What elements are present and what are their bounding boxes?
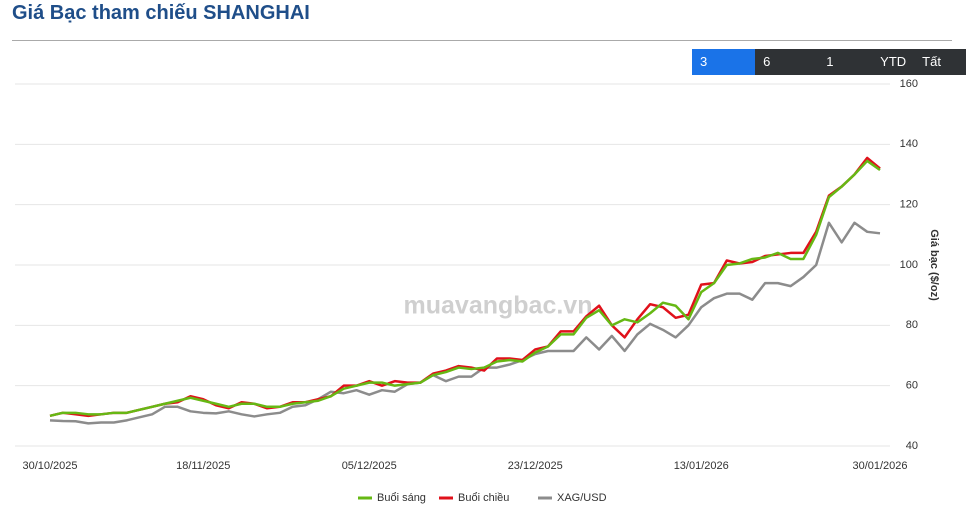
x-tick-label: 05/12/2025 [342, 460, 397, 472]
range-button[interactable]: 1 Năm [818, 49, 873, 95]
x-tick-label: 30/01/2026 [852, 460, 907, 472]
series-line [49, 159, 881, 418]
y-axis-title: Giá bạc ($/oz) [928, 229, 940, 301]
y-tick-label: 40 [906, 440, 918, 452]
y-tick-label: 100 [900, 259, 918, 271]
legend-label: XAG/USD [557, 492, 607, 504]
y-tick-label: 160 [900, 78, 918, 90]
range-button[interactable]: Tất cả [914, 49, 966, 95]
y-tick-label: 120 [900, 199, 918, 211]
legend-label: Buổi sáng [377, 492, 426, 504]
watermark: muavangbac.vn [404, 292, 593, 320]
page-title: Giá Bạc tham chiếu SHANGHAI [12, 2, 310, 24]
divider [12, 40, 952, 41]
range-button[interactable]: YTD [872, 49, 915, 75]
x-tick-label: 30/10/2025 [22, 460, 77, 472]
y-tick-label: 140 [900, 138, 918, 150]
y-tick-label: 60 [906, 380, 918, 392]
series-line [49, 221, 881, 425]
legend-label: Buổi chiều [458, 492, 509, 504]
x-tick-label: 13/01/2026 [674, 460, 729, 472]
x-tick-label: 18/11/2025 [176, 460, 230, 472]
x-tick-label: 23/12/2025 [508, 460, 563, 472]
y-tick-label: 80 [906, 319, 918, 331]
